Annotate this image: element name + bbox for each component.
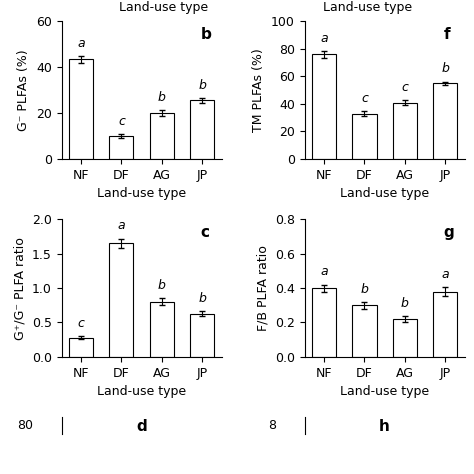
Bar: [433, 292, 457, 357]
Text: c: c: [401, 81, 408, 94]
Text: b: b: [201, 27, 211, 42]
Bar: [312, 288, 336, 357]
Bar: [312, 55, 336, 159]
Text: Land-use type: Land-use type: [119, 1, 208, 14]
X-axis label: Land-use type: Land-use type: [340, 187, 429, 200]
Text: b: b: [441, 63, 449, 75]
Text: a: a: [441, 268, 449, 281]
Bar: [190, 313, 214, 357]
Text: a: a: [320, 32, 328, 45]
Y-axis label: G⁻ PLFAs (%): G⁻ PLFAs (%): [18, 49, 30, 131]
Text: c: c: [201, 225, 210, 240]
Bar: [433, 83, 457, 159]
Text: 80: 80: [17, 419, 33, 432]
X-axis label: Land-use type: Land-use type: [340, 385, 429, 398]
Text: a: a: [118, 219, 125, 232]
Text: c: c: [118, 115, 125, 128]
Text: b: b: [158, 91, 166, 104]
Bar: [352, 305, 376, 357]
Bar: [109, 243, 134, 357]
Text: a: a: [320, 265, 328, 278]
Text: d: d: [136, 419, 147, 434]
Text: h: h: [379, 419, 390, 434]
Bar: [352, 114, 376, 159]
Bar: [109, 136, 134, 159]
Y-axis label: G⁺/G⁻ PLFA ratio: G⁺/G⁻ PLFA ratio: [13, 237, 27, 339]
Bar: [190, 100, 214, 159]
Y-axis label: F/B PLFA ratio: F/B PLFA ratio: [256, 245, 269, 331]
Text: a: a: [77, 36, 85, 50]
Y-axis label: TM PLFAs (%): TM PLFAs (%): [253, 48, 265, 132]
Bar: [69, 337, 93, 357]
X-axis label: Land-use type: Land-use type: [97, 385, 186, 398]
X-axis label: Land-use type: Land-use type: [97, 187, 186, 200]
Text: f: f: [444, 27, 450, 42]
Text: c: c: [361, 92, 368, 105]
Text: b: b: [360, 283, 368, 296]
Text: c: c: [78, 317, 84, 330]
Text: b: b: [158, 279, 166, 292]
Text: g: g: [444, 225, 455, 240]
Text: Land-use type: Land-use type: [323, 1, 412, 14]
Text: b: b: [401, 297, 409, 310]
Bar: [69, 59, 93, 159]
Text: b: b: [198, 79, 206, 92]
Bar: [150, 302, 174, 357]
Bar: [392, 102, 417, 159]
Text: b: b: [198, 292, 206, 305]
Text: 8: 8: [268, 419, 276, 432]
Bar: [392, 319, 417, 357]
Bar: [150, 113, 174, 159]
